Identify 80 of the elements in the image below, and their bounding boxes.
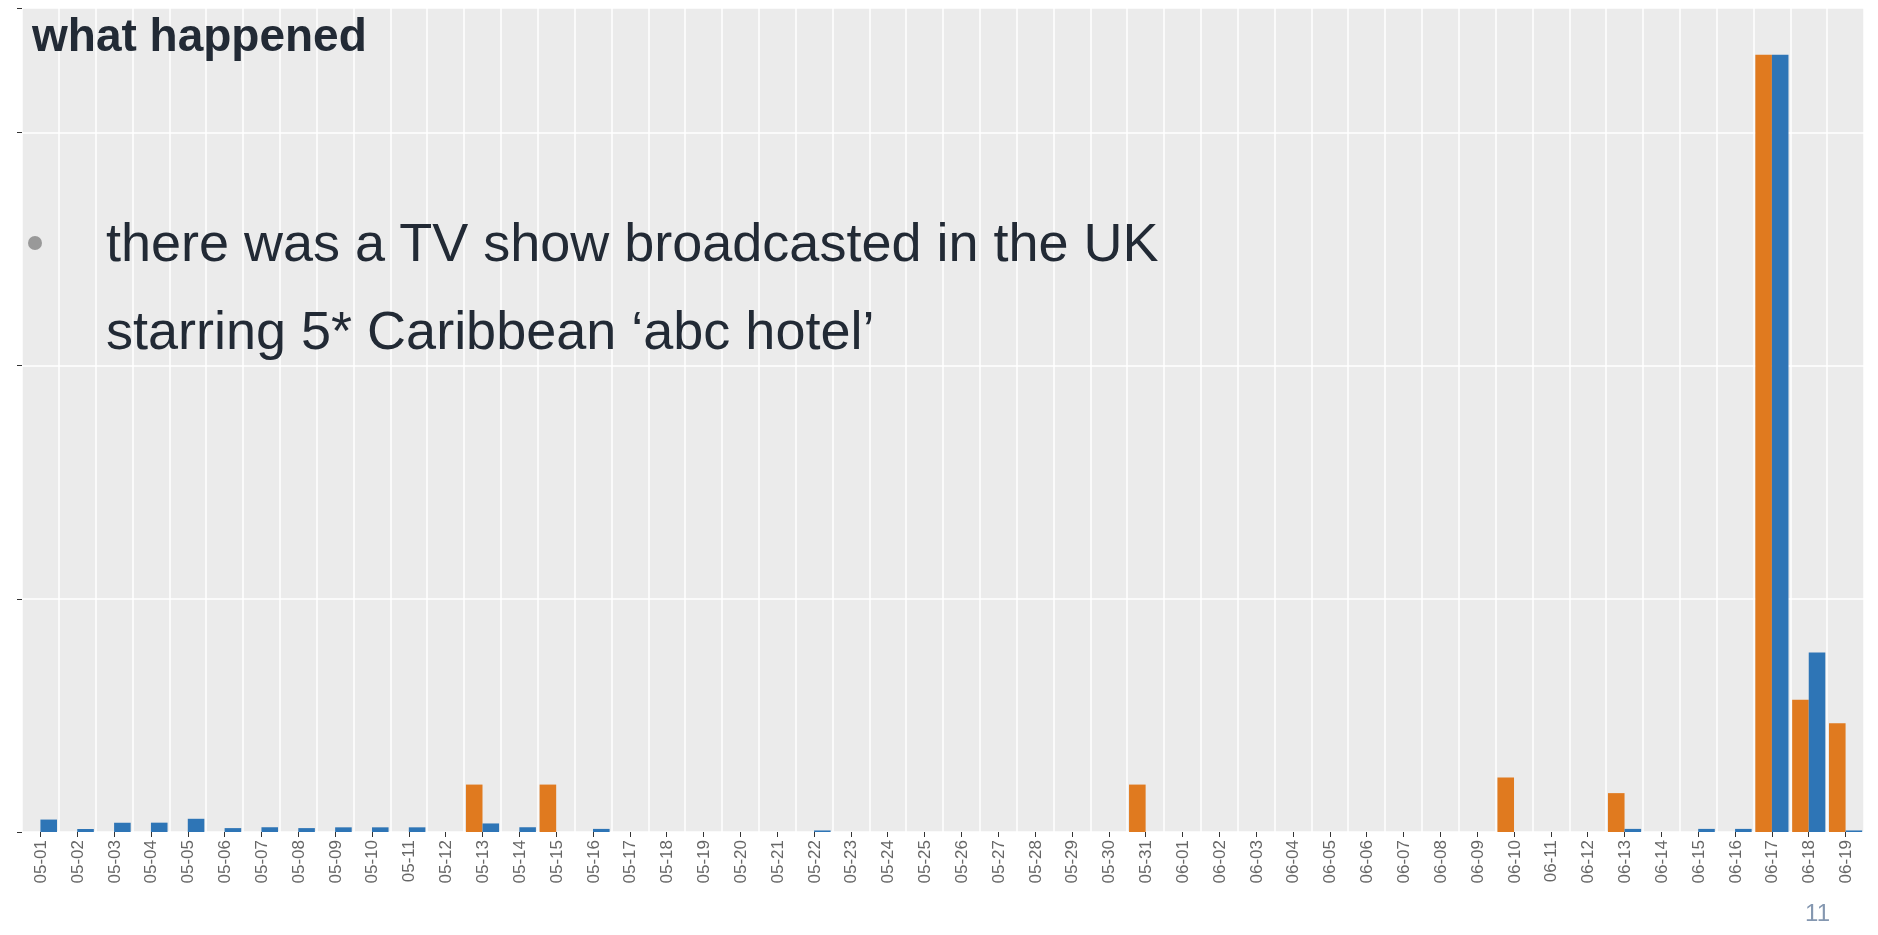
x-tick-label: 05-11	[399, 840, 419, 883]
x-tick-label: 06-18	[1799, 840, 1819, 884]
x-tick-label: 06-07	[1394, 840, 1413, 884]
x-tick-label: 06-15	[1688, 840, 1708, 884]
x-tick-label: 05-24	[878, 840, 898, 884]
bar	[1129, 784, 1146, 832]
x-tick-label: 05-12	[436, 840, 456, 884]
x-tick-label: 06-14	[1651, 840, 1671, 884]
bar	[40, 819, 57, 832]
bar	[593, 828, 610, 832]
x-tick-label: 05-08	[288, 840, 308, 884]
x-tick-label: 05-17	[620, 840, 640, 884]
x-tick-label: 05-02	[67, 840, 87, 884]
x-tick-label: 05-15	[546, 840, 566, 884]
x-tick-label: 06-10	[1504, 840, 1524, 884]
x-tick-label: 06-04	[1283, 840, 1303, 884]
x-tick-label: 05-03	[104, 840, 124, 884]
bar	[1497, 777, 1515, 832]
bar	[371, 827, 389, 832]
bar	[77, 828, 94, 832]
x-tick-label: 05-25	[915, 840, 935, 884]
bar	[261, 827, 279, 832]
bar	[539, 784, 557, 832]
bar	[187, 818, 205, 832]
x-tick-label: 05-27	[988, 840, 1008, 884]
annotation: there was a TV show broadcasted in the UK starring 5* Caribbean ‘abc hotel’	[106, 211, 1160, 362]
x-tick-label: 05-30	[1099, 840, 1119, 884]
bar	[1755, 54, 1772, 832]
bar	[465, 784, 483, 832]
bar	[1829, 723, 1846, 832]
x-tick-label: 05-09	[325, 840, 345, 884]
x-tick-label: 06-16	[1725, 840, 1745, 884]
x-tick-label: 05-21	[767, 840, 787, 884]
x-tick-label: 06-08	[1430, 840, 1450, 884]
bar	[298, 828, 315, 832]
x-tick-label: 05-10	[362, 840, 382, 884]
bar	[519, 827, 536, 832]
x-tick-label: 05-18	[657, 840, 677, 884]
x-tick-label: 05-19	[694, 840, 714, 884]
x-tick-label: 05-14	[509, 840, 529, 884]
x-tick-label: 05-26	[951, 840, 971, 884]
x-tick-label: 05-31	[1136, 840, 1156, 884]
x-tick-label: 06-05	[1320, 840, 1340, 884]
bar	[1624, 828, 1642, 832]
x-tick-label: 05-04	[141, 840, 161, 884]
x-tick-label: 06-13	[1615, 840, 1635, 884]
bar	[114, 822, 131, 832]
x-tick-label: 05-01	[30, 840, 50, 884]
x-tick-label: 06-17	[1762, 840, 1782, 884]
x-tick-label: 06-01	[1172, 840, 1192, 884]
x-tick-label: 05-20	[730, 840, 750, 884]
x-tick-label: 05-05	[178, 840, 198, 884]
bar	[1808, 652, 1826, 832]
bar	[1771, 54, 1789, 832]
x-tick-label: 06-12	[1578, 840, 1598, 884]
bar	[408, 827, 426, 832]
x-tick-label: 06-03	[1246, 840, 1266, 884]
text: 11	[1805, 899, 1830, 927]
x-tick-label: 06-11	[1541, 840, 1561, 883]
chart-title: what happened	[32, 8, 367, 62]
bar	[482, 823, 500, 832]
x-tick-label: 05-22	[804, 840, 824, 884]
x-tick-label: 05-13	[473, 840, 492, 884]
bar	[1607, 793, 1625, 832]
x-tick-label: 05-06	[215, 840, 235, 884]
x-tick-label: 05-23	[841, 840, 861, 884]
x-tick-label: 05-29	[1062, 840, 1082, 884]
bar	[1735, 828, 1752, 832]
bar	[335, 827, 352, 832]
x-tick-label: 06-02	[1209, 840, 1229, 884]
bar	[224, 828, 242, 832]
x-tick-label: 05-07	[251, 840, 271, 884]
bar	[150, 822, 168, 832]
x-tick-label: 06-09	[1467, 840, 1487, 884]
x-tick-label: 05-28	[1025, 840, 1045, 884]
bar	[1698, 828, 1715, 832]
x-tick-label: 06-06	[1357, 840, 1377, 884]
bar	[1792, 699, 1809, 832]
x-tick-label: 06-19	[1836, 840, 1856, 884]
x-tick-label: 05-16	[583, 840, 603, 884]
